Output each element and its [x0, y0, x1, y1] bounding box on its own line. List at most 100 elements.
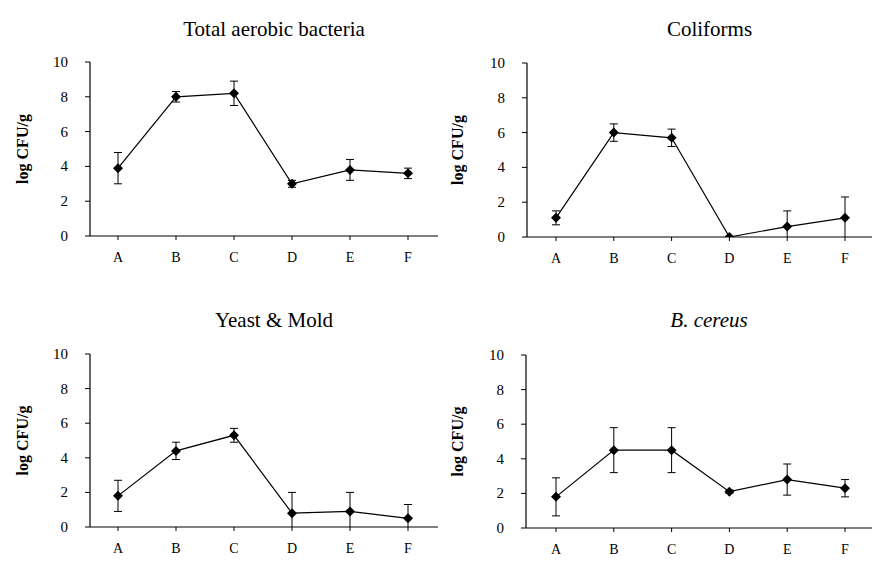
- data-point: [287, 508, 297, 518]
- data-point: [345, 165, 355, 175]
- x-tick: [408, 236, 409, 240]
- y-tick: [85, 388, 90, 389]
- data-point: [345, 506, 355, 516]
- y-tick: [521, 458, 526, 459]
- x-tick: [613, 237, 614, 241]
- y-tick: [85, 423, 90, 424]
- x-tick-label: A: [113, 541, 124, 556]
- y-tick-label: 10: [490, 55, 505, 71]
- data-point: [229, 88, 239, 98]
- x-tick-label: A: [113, 250, 124, 265]
- figure: Total aerobic bacteria log CFU/g 0 2 4 6 8 10 A B…: [0, 0, 876, 579]
- data-point: [551, 492, 561, 502]
- data-point: [287, 179, 297, 189]
- x-tick: [292, 527, 293, 531]
- y-tick-label: 8: [498, 90, 506, 106]
- panel: B. cereuslog CFU/g0246810ABCDEF: [449, 308, 872, 557]
- plot-area: [551, 428, 850, 516]
- y-tick-label: 2: [498, 194, 506, 210]
- x-tick: [118, 236, 119, 240]
- data-point: [724, 487, 734, 497]
- y-tick-label: 0: [498, 229, 506, 245]
- x-tick: [787, 528, 788, 532]
- y-tick-label: 8: [61, 89, 69, 105]
- x-tick: [729, 528, 730, 532]
- x-tick-label: D: [724, 251, 734, 266]
- y-tick-label: 4: [61, 158, 69, 174]
- x-tick: [408, 527, 409, 531]
- y-tick: [522, 202, 527, 203]
- error-bar: [610, 124, 618, 141]
- y-axis-line: [89, 62, 90, 236]
- data-point: [403, 168, 413, 178]
- panel: Yeast & Moldlog CFU/g0246810ABCDEF: [14, 308, 438, 556]
- y-tick: [521, 424, 526, 425]
- y-tick-label: 0: [61, 519, 69, 535]
- data-point: [667, 133, 677, 143]
- y-tick: [521, 389, 526, 390]
- y-tick-label: 10: [53, 54, 68, 70]
- x-tick-label: A: [551, 251, 562, 266]
- y-tick: [85, 96, 90, 97]
- series-line: [556, 133, 845, 237]
- error-bar: [668, 428, 676, 473]
- error-bar: [114, 480, 122, 511]
- chart-title: Total aerobic bacteria: [183, 17, 365, 41]
- y-tick: [522, 237, 527, 238]
- y-axis-label: log CFU/g: [14, 114, 32, 184]
- error-bar: [841, 480, 849, 497]
- x-tick-label: E: [346, 250, 355, 265]
- x-tick-label: E: [783, 251, 792, 266]
- chart-title: Yeast & Mold: [215, 308, 334, 332]
- x-tick: [845, 528, 846, 532]
- error-bar: [172, 92, 180, 102]
- y-tick-label: 6: [497, 416, 505, 432]
- y-tick: [85, 236, 90, 237]
- y-tick-label: 0: [497, 520, 505, 536]
- x-tick: [845, 237, 846, 241]
- x-tick: [613, 528, 614, 532]
- error-bar: [404, 505, 412, 527]
- x-tick: [176, 527, 177, 531]
- x-tick: [350, 527, 351, 531]
- x-tick-label: B: [171, 541, 180, 556]
- y-tick: [85, 62, 90, 63]
- x-tick-label: D: [724, 542, 734, 557]
- y-tick-label: 2: [61, 484, 69, 500]
- y-tick: [85, 131, 90, 132]
- x-tick: [787, 237, 788, 241]
- error-bar: [114, 152, 122, 183]
- x-tick-label: C: [667, 251, 676, 266]
- data-point: [229, 430, 239, 440]
- x-tick: [234, 236, 235, 240]
- error-bar: [346, 492, 354, 527]
- y-tick-label: 8: [61, 381, 69, 397]
- error-bar: [288, 492, 296, 527]
- y-tick-label: 6: [498, 125, 506, 141]
- data-point: [171, 92, 181, 102]
- y-tick: [85, 457, 90, 458]
- plot-area: [551, 124, 850, 237]
- error-bar: [230, 428, 238, 442]
- y-tick: [521, 355, 526, 356]
- plot-area: [113, 81, 413, 189]
- y-axis-label: log CFU/g: [449, 407, 467, 477]
- error-bar: [230, 81, 238, 105]
- data-point: [782, 475, 792, 485]
- x-tick: [234, 527, 235, 531]
- y-tick-label: 6: [61, 124, 69, 140]
- data-point: [724, 232, 734, 237]
- chart-title: B. cereus: [670, 308, 747, 332]
- y-tick: [522, 63, 527, 64]
- x-tick-label: C: [667, 542, 676, 557]
- error-bar: [783, 211, 791, 237]
- data-point: [782, 222, 792, 232]
- x-tick: [118, 527, 119, 531]
- y-axis-label: log CFU/g: [449, 115, 467, 185]
- y-tick: [85, 527, 90, 528]
- error-bar: [610, 428, 618, 473]
- data-point: [551, 213, 561, 223]
- error-bar: [346, 159, 354, 180]
- x-tick-label: F: [841, 542, 849, 557]
- error-bar: [668, 129, 676, 146]
